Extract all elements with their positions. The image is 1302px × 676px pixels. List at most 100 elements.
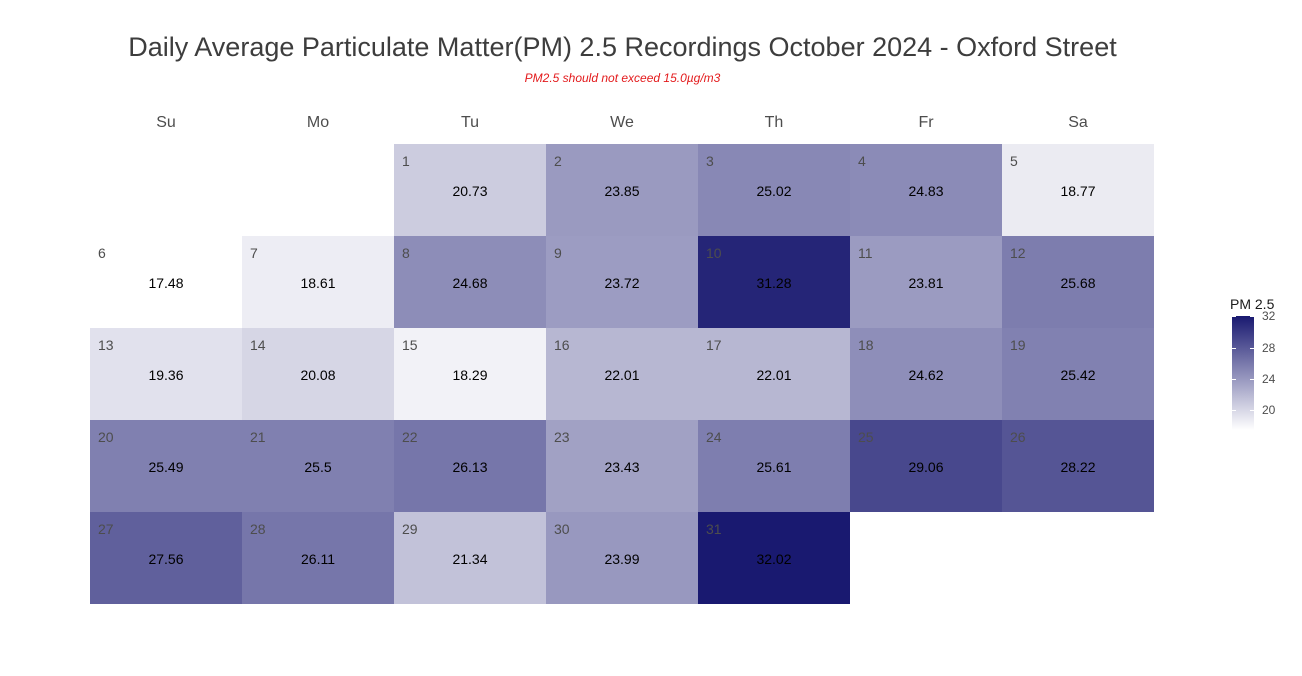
day-number: 26 [1010, 429, 1026, 445]
day-cell: 16 22.01 [546, 328, 698, 420]
day-number: 2 [554, 153, 562, 169]
day-cell: 22 26.13 [394, 420, 546, 512]
day-cell: 12 25.68 [1002, 236, 1154, 328]
day-number: 12 [1010, 245, 1026, 261]
day-number: 6 [98, 245, 106, 261]
legend-tick-label: 28 [1262, 341, 1276, 355]
day-value-label: 23.85 [604, 183, 640, 199]
day-number: 28 [250, 521, 266, 537]
chart-title: Daily Average Particulate Matter(PM) 2.5… [128, 32, 1117, 62]
day-number: 19 [1010, 337, 1026, 353]
day-value-label: 22.01 [756, 367, 792, 383]
day-cell: 4 24.83 [850, 144, 1002, 236]
legend-tick-mark [1232, 379, 1236, 380]
day-number: 30 [554, 521, 570, 537]
legend-tick-label: 24 [1262, 372, 1276, 386]
day-value-label: 18.29 [452, 367, 488, 383]
day-number: 4 [858, 153, 866, 169]
day-number: 15 [402, 337, 418, 353]
day-value-label: 25.61 [756, 459, 792, 475]
day-number: 14 [250, 337, 266, 353]
day-value-label: 23.72 [604, 275, 640, 291]
day-number: 11 [858, 245, 873, 261]
day-value-label: 25.02 [756, 183, 792, 199]
day-number: 17 [706, 337, 722, 353]
day-value-label: 24.83 [908, 183, 944, 199]
day-number: 3 [706, 153, 714, 169]
day-number: 7 [250, 245, 258, 261]
weekday-header: Tu [460, 114, 480, 131]
day-value-label: 26.11 [301, 551, 335, 567]
day-number: 1 [402, 153, 410, 169]
day-number: 13 [98, 337, 114, 353]
legend-tick-label: 20 [1262, 403, 1276, 417]
weekday-header: Su [156, 114, 176, 131]
day-cell: 3 25.02 [698, 144, 850, 236]
weekday-header: We [610, 114, 634, 131]
day-value-label: 26.13 [452, 459, 488, 475]
day-cell: 10 31.28 [698, 236, 850, 328]
weekday-header: Fr [918, 114, 934, 131]
day-value-label: 32.02 [756, 551, 792, 567]
day-number: 9 [554, 245, 562, 261]
day-value-label: 17.48 [148, 275, 184, 291]
legend-tick-mark [1250, 379, 1254, 380]
day-cell: 26 28.22 [1002, 420, 1154, 512]
legend-tick-mark [1250, 410, 1254, 411]
day-number: 24 [706, 429, 722, 445]
day-cell: 19 25.42 [1002, 328, 1154, 420]
day-cell: 31 32.02 [698, 512, 850, 604]
day-cell: 9 23.72 [546, 236, 698, 328]
day-cell: 24 25.61 [698, 420, 850, 512]
day-cell: 14 20.08 [242, 328, 394, 420]
day-value-label: 25.49 [148, 459, 184, 475]
day-cell: 21 25.5 [242, 420, 394, 512]
day-number: 8 [402, 245, 410, 261]
day-cell: 1 20.73 [394, 144, 546, 236]
day-number: 22 [402, 429, 418, 445]
weekday-header: Sa [1068, 114, 1088, 131]
day-value-label: 25.42 [1060, 367, 1096, 383]
legend-title: PM 2.5 [1230, 296, 1275, 312]
day-cell: 23 23.43 [546, 420, 698, 512]
weekday-header: Th [764, 114, 784, 131]
day-value-label: 24.62 [908, 367, 944, 383]
day-value-label: 18.77 [1060, 183, 1096, 199]
day-cell: 11 23.81 [850, 236, 1002, 328]
day-cell: 20 25.49 [90, 420, 242, 512]
legend-tick-mark [1232, 348, 1236, 349]
day-number: 20 [98, 429, 114, 445]
day-value-label: 22.01 [604, 367, 640, 383]
legend-tick-mark [1250, 316, 1254, 317]
day-cell: 18 24.62 [850, 328, 1002, 420]
day-number: 16 [554, 337, 570, 353]
day-value-label: 27.56 [148, 551, 184, 567]
day-cell: 30 23.99 [546, 512, 698, 604]
legend-tick-label: 32 [1262, 309, 1276, 323]
day-number: 27 [98, 521, 114, 537]
day-value-label: 29.06 [908, 459, 944, 475]
legend-tick-mark [1232, 316, 1236, 317]
day-value-label: 25.5 [304, 459, 332, 475]
day-cell: 25 29.06 [850, 420, 1002, 512]
day-value-label: 21.34 [452, 551, 488, 567]
day-number: 25 [858, 429, 874, 445]
legend-tick-mark [1232, 410, 1236, 411]
day-cell: 13 19.36 [90, 328, 242, 420]
day-number: 29 [402, 521, 418, 537]
chart-subtitle: PM2.5 should not exceed 15.0µg/m3 [524, 71, 721, 85]
day-cell: 27 27.56 [90, 512, 242, 604]
day-cell: 28 26.11 [242, 512, 394, 604]
day-value-label: 20.08 [300, 367, 336, 383]
day-value-label: 18.61 [300, 275, 336, 291]
day-value-label: 31.28 [756, 275, 792, 291]
day-value-label: 19.36 [148, 367, 184, 383]
day-cell: 17 22.01 [698, 328, 850, 420]
day-cell: 6 17.48 [90, 236, 242, 328]
day-value-label: 25.68 [1060, 275, 1096, 291]
legend-colorbar [1232, 316, 1254, 430]
weekday-header: Mo [306, 114, 330, 131]
day-value-label: 24.68 [452, 275, 488, 291]
day-number: 31 [706, 521, 722, 537]
day-number: 5 [1010, 153, 1018, 169]
